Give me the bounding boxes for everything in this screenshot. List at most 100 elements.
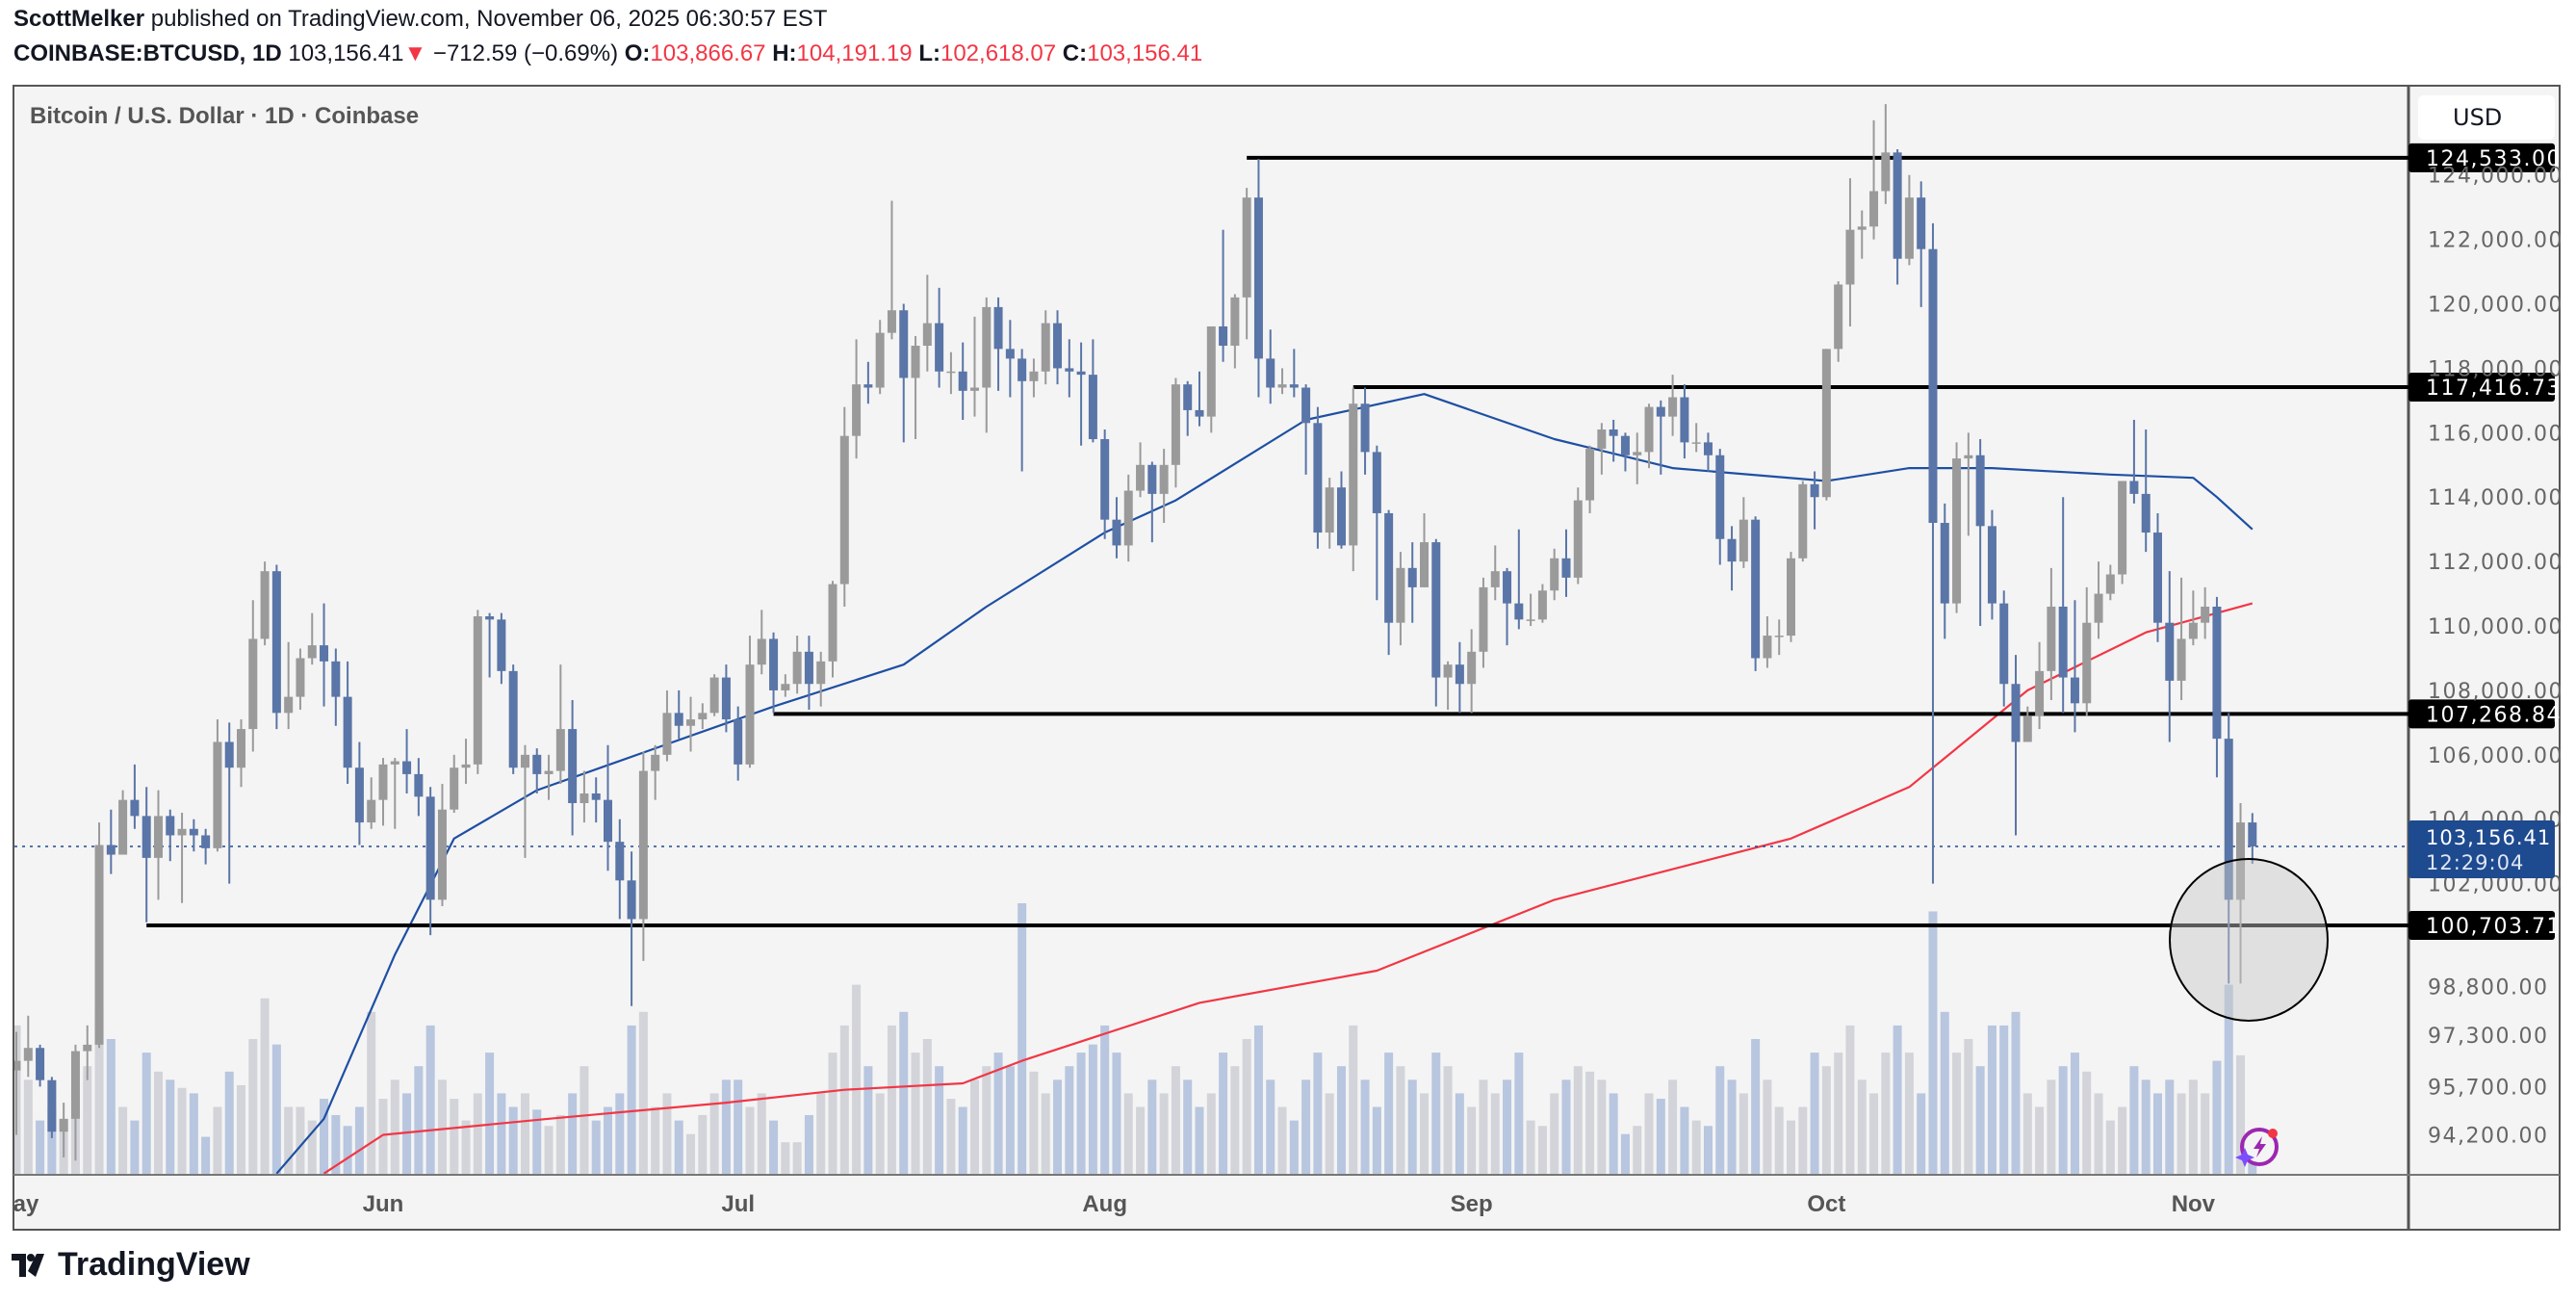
candle-body (1325, 487, 1334, 533)
publish-info: ScottMelker published on TradingView.com… (13, 6, 827, 33)
candle-body (2058, 606, 2068, 678)
volume-bar (2188, 1079, 2198, 1174)
time-axis[interactable]: May Jun Jul Aug Sep Oct Nov (0, 1191, 2216, 1217)
author-name[interactable]: ScottMelker (13, 6, 145, 32)
candle-body (1336, 487, 1346, 546)
volume-bar (591, 1120, 601, 1174)
candle-body (1443, 664, 1453, 678)
volume-bar (1313, 1053, 1323, 1174)
volume-bar (946, 1099, 956, 1174)
volume-bar (1703, 1126, 1713, 1174)
volume-bar (508, 1106, 518, 1174)
candle-body (1455, 664, 1464, 685)
candle-body (555, 729, 565, 771)
last-price-badge: 103,156.41 12:29:04 (2409, 820, 2555, 878)
candle-body (47, 1079, 57, 1132)
volume-bar (1005, 1066, 1015, 1174)
candle-body (1018, 358, 1027, 381)
volume-bar (414, 1066, 424, 1174)
candle-body (627, 880, 636, 920)
currency-label: USD (2453, 104, 2502, 131)
candle-body (2094, 593, 2103, 623)
volume-bar (437, 1079, 447, 1174)
time-tick-label: Oct (1807, 1191, 1845, 1217)
volume-bar (1893, 1025, 1902, 1174)
candle-body (2236, 822, 2246, 900)
pane-title: Bitcoin / U.S. Dollar · 1D · Coinbase (30, 103, 419, 129)
candle-body (2118, 481, 2127, 575)
candle-body (1633, 452, 1642, 455)
candle-body (1088, 375, 1097, 440)
chart-frame (13, 85, 2561, 1231)
volume-bar (1585, 1071, 1595, 1174)
volume-bar (1171, 1066, 1180, 1174)
candle-body (402, 761, 412, 774)
volume-bar (2047, 1079, 2056, 1174)
candle-body (1242, 197, 1251, 298)
candle-body (70, 1051, 80, 1119)
currency-button[interactable] (2418, 95, 2555, 140)
candle-body (734, 719, 743, 765)
volume-bar (1609, 1093, 1618, 1174)
volume-bar (2248, 1160, 2257, 1174)
candle-body (354, 767, 364, 823)
candle-body (1987, 526, 1996, 604)
candle-body (1691, 442, 1701, 444)
candle-body (1147, 464, 1157, 494)
lightning-icon[interactable] (2235, 1128, 2279, 1167)
volume-bar (745, 1106, 755, 1174)
volume-bar (1834, 1053, 1843, 1174)
time-tick-label: Jul (721, 1191, 755, 1217)
candle-body (213, 741, 222, 848)
candle-body (1585, 449, 1595, 501)
high-value: 104,191.19 (796, 40, 913, 66)
volume-bar (166, 1079, 175, 1174)
candle-body (142, 816, 151, 858)
volume-bar (1537, 1126, 1547, 1174)
moving-average-slow (322, 602, 2254, 1174)
volume-bar (1715, 1066, 1725, 1174)
tradingview-logo[interactable]: TradingView (12, 1246, 250, 1284)
candle-body (1751, 519, 1761, 659)
candle-body (1787, 558, 1795, 637)
volume-bar (425, 1025, 435, 1174)
candle-body (852, 384, 862, 436)
candle-body (1431, 542, 1441, 678)
volume-bar (284, 1106, 294, 1174)
brand-name: TradingView (58, 1246, 250, 1283)
candle-body (2129, 481, 2139, 494)
candle-body (1550, 558, 1559, 591)
volume-bar (555, 1114, 565, 1174)
candle-body (1467, 651, 1477, 685)
horizontal-levels: 124,533.00 117,416.73 107,268.84 100,703.71 (146, 143, 2560, 940)
candle-body (1053, 323, 1063, 369)
highlight-circle[interactable] (2169, 858, 2329, 1022)
volume-bar (2212, 1060, 2222, 1174)
price-tick-label: 116,000.00 (2428, 422, 2563, 446)
candle-body (23, 1048, 33, 1061)
volume-bar (1550, 1093, 1559, 1174)
volume-bar (354, 1106, 364, 1174)
candle-body (271, 571, 281, 714)
candle-body (662, 713, 672, 755)
candle-body (1112, 519, 1121, 546)
price-axis[interactable]: 124,000.00 122,000.00 120,000.00 118,000.00… (2428, 165, 2563, 1149)
candle-body (757, 638, 766, 665)
volume-bar (1940, 1011, 1949, 1174)
candle-body (1372, 452, 1381, 513)
price-tick-label: 95,700.00 (2428, 1076, 2548, 1100)
time-tick-label: Aug (1082, 1191, 1127, 1217)
volume-bar (1360, 1079, 1370, 1174)
volume-bar (993, 1053, 1003, 1174)
volume-bar (142, 1053, 151, 1174)
volume-bar (1691, 1120, 1701, 1174)
candle-body (1136, 464, 1146, 491)
volume-bar (189, 1093, 198, 1174)
candle-body (1952, 458, 1962, 604)
volume-bar (237, 1084, 246, 1174)
candle-body (1277, 384, 1287, 388)
volume-bar (1384, 1053, 1394, 1174)
candle-body (260, 571, 270, 639)
volume-bar (922, 1039, 932, 1174)
